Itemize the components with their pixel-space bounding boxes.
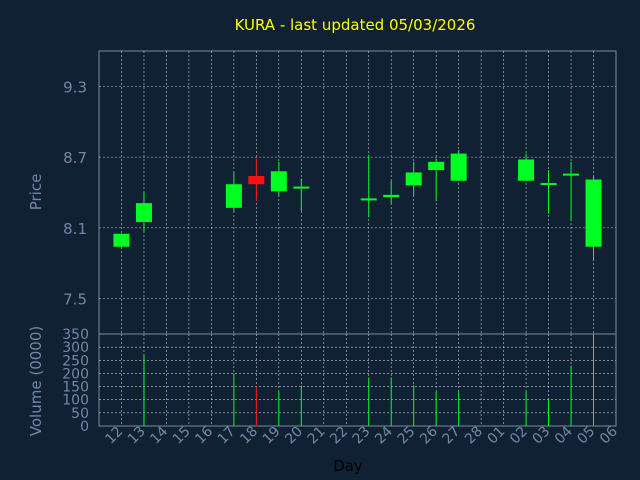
x-tick-label: 26 — [417, 423, 441, 447]
x-axis-label: Day — [333, 457, 363, 475]
candle-body — [270, 171, 287, 192]
x-tick-label: 22 — [327, 424, 351, 448]
candle-body — [135, 203, 152, 222]
price-tick-label: 8.7 — [63, 149, 87, 167]
x-tick-label: 02 — [507, 424, 531, 448]
x-tick-label: 17 — [215, 424, 239, 448]
x-tick-label: 04 — [552, 423, 576, 447]
candle-05 — [585, 175, 602, 261]
price-plot-frame — [98, 50, 617, 335]
price-y-ticks: 7.5 8.1 8.7 9.3 — [63, 78, 87, 308]
volume-tick-label: 350 — [62, 327, 89, 343]
candle-body — [518, 159, 535, 181]
candles — [113, 150, 602, 261]
volume-bars — [143, 335, 595, 426]
x-tick-label: 14 — [147, 423, 171, 447]
price-tick-label: 8.1 — [63, 220, 87, 238]
x-tick-label: 15 — [170, 424, 194, 448]
candle-body — [113, 233, 130, 247]
candle-13 — [135, 191, 152, 232]
candle-body — [293, 186, 310, 189]
volume-tick-label: 300 — [62, 340, 89, 356]
candle-17 — [225, 172, 242, 212]
x-tick-label: 03 — [529, 424, 553, 448]
x-tick-label: 06 — [597, 423, 621, 447]
candle-body — [383, 194, 400, 198]
x-tick-label: 27 — [440, 424, 464, 448]
candle-19 — [270, 161, 287, 197]
x-tick-label: 25 — [395, 424, 419, 448]
x-tick-label: 12 — [102, 424, 126, 448]
volume-grid — [99, 334, 616, 426]
candle-body — [585, 179, 602, 247]
x-axis-ticks: 1213141516171819202122232425262728010203… — [102, 423, 620, 447]
candle-26 — [428, 158, 445, 201]
candle-02 — [518, 153, 535, 181]
x-tick-label: 20 — [282, 424, 306, 448]
candle-body — [563, 173, 580, 176]
candle-03 — [540, 170, 557, 214]
x-tick-label: 13 — [125, 424, 149, 448]
volume-tick-label: 0 — [80, 419, 89, 435]
candle-18 — [248, 158, 265, 201]
candle-04 — [563, 161, 580, 221]
x-tick-label: 18 — [237, 424, 261, 448]
candle-27 — [450, 150, 467, 181]
x-tick-label: 05 — [574, 424, 598, 448]
price-tick-label: 7.5 — [63, 291, 87, 309]
volume-tick-label: 250 — [62, 353, 89, 369]
candle-body — [225, 184, 242, 208]
volume-tick-label: 150 — [62, 380, 89, 396]
price-grid — [99, 51, 616, 334]
price-axis-label: Price — [27, 174, 45, 211]
x-tick-label: 01 — [485, 424, 509, 448]
volume-tick-label: 50 — [71, 406, 89, 422]
candle-body — [540, 183, 557, 186]
volume-tick-label: 200 — [62, 366, 89, 382]
x-tick-label: 23 — [350, 424, 374, 448]
candle-body — [428, 161, 445, 171]
candle-23 — [360, 154, 377, 218]
volume-tick-label: 100 — [62, 393, 89, 409]
x-tick-label: 19 — [260, 424, 284, 448]
volume-plot-frame — [98, 333, 617, 427]
candle-body — [360, 198, 377, 201]
chart-title: KURA - last updated 05/03/2026 — [235, 16, 476, 34]
price-panel: 7.5 8.1 8.7 9.3 Price — [27, 50, 617, 335]
x-tick-label: 21 — [305, 424, 329, 448]
candle-body — [248, 175, 265, 185]
candle-12 — [113, 233, 130, 247]
x-tick-label: 28 — [462, 424, 486, 448]
price-tick-label: 9.3 — [63, 78, 87, 96]
candle-body — [450, 153, 467, 181]
candle-20 — [293, 178, 310, 212]
candle-body — [405, 172, 422, 186]
x-tick-label: 24 — [372, 423, 396, 447]
candle-25 — [405, 161, 422, 197]
volume-axis-label: Volume (0000) — [27, 326, 45, 436]
x-tick-label: 16 — [192, 423, 216, 447]
candle-24 — [383, 180, 400, 205]
